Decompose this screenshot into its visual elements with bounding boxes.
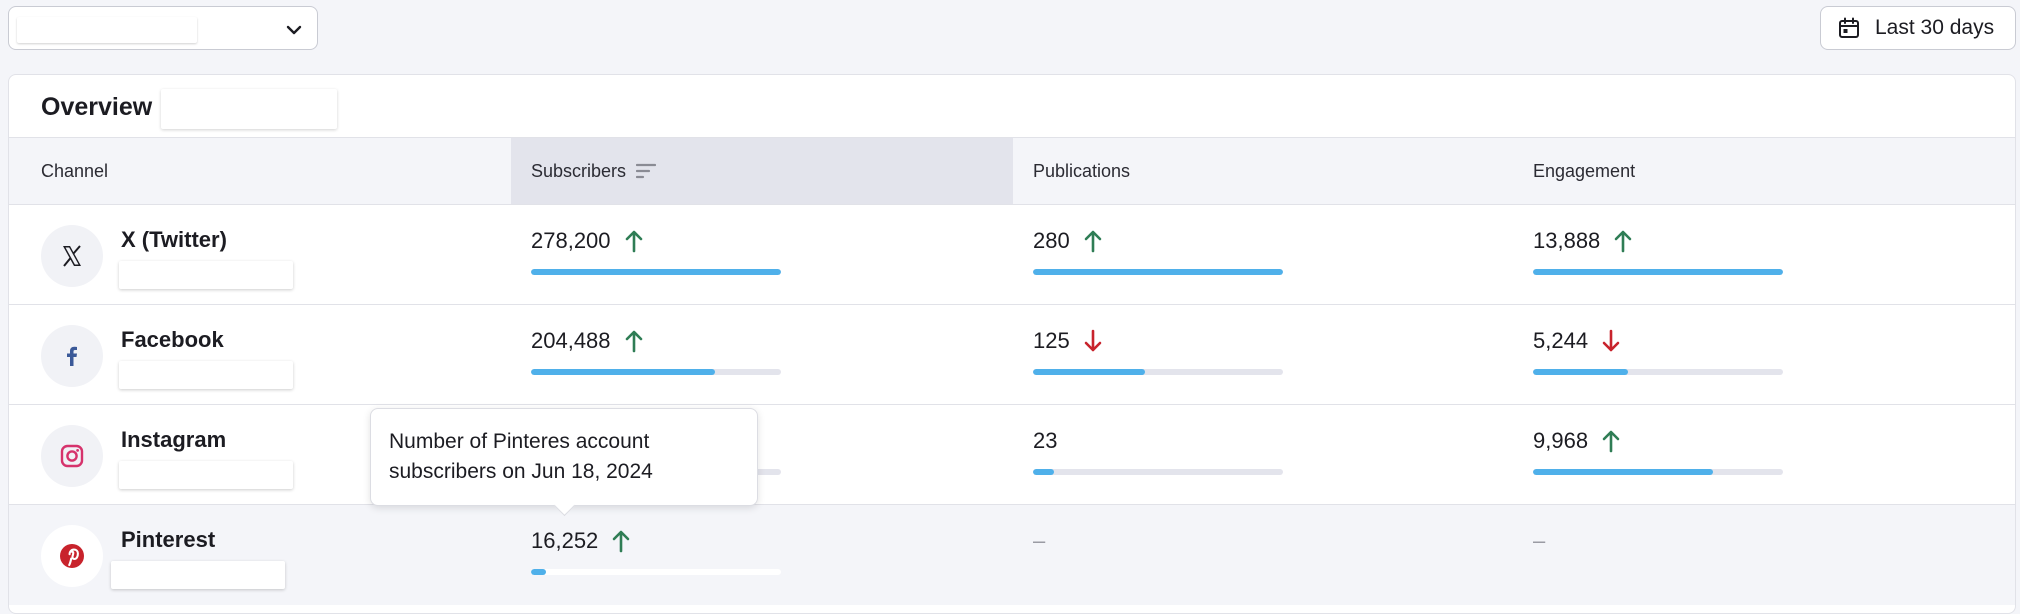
overview-title: Overview bbox=[41, 93, 153, 121]
publications-bar bbox=[1033, 269, 1283, 275]
x-twitter-icon bbox=[63, 245, 81, 267]
table-row[interactable]: Instagram 23 9,968 bbox=[9, 405, 2015, 505]
subscribers-cell: 204,488 bbox=[531, 327, 791, 387]
channel-account-placeholder bbox=[119, 461, 293, 489]
subscribers-cell: 278,200 bbox=[531, 227, 791, 287]
sort-descending-icon bbox=[636, 163, 657, 179]
engagement-bar bbox=[1533, 269, 1783, 275]
column-header-publications[interactable]: Publications bbox=[1033, 160, 1131, 181]
table-row[interactable]: Facebook 204,488 125 5,244 bbox=[9, 305, 2015, 405]
channel-name: X (Twitter) bbox=[121, 227, 227, 252]
trend-up-icon bbox=[1084, 230, 1102, 253]
engagement-bar bbox=[1533, 369, 1783, 375]
subscribers-tooltip: Number of Pinteres account subscribers o… bbox=[370, 408, 758, 517]
subscribers-bar bbox=[531, 369, 781, 375]
pinterest-icon bbox=[60, 544, 84, 568]
instagram-icon bbox=[60, 444, 84, 468]
trend-up-icon bbox=[612, 530, 630, 553]
trend-down-icon bbox=[1084, 329, 1102, 352]
engagement-cell: 9,968 bbox=[1533, 427, 1793, 487]
top-bar: Last 30 days bbox=[0, 0, 2020, 60]
column-header-channel[interactable]: Channel bbox=[41, 160, 109, 181]
date-range-label: Last 30 days bbox=[1875, 16, 1995, 39]
date-range-button[interactable]: Last 30 days bbox=[1820, 6, 2016, 50]
project-selector[interactable] bbox=[8, 6, 318, 50]
engagement-bar bbox=[1533, 469, 1783, 475]
channel-avatar bbox=[41, 425, 103, 487]
engagement-cell: 5,244 bbox=[1533, 327, 1793, 387]
selector-value-redacted bbox=[17, 17, 197, 43]
trend-up-icon bbox=[1602, 430, 1620, 453]
tooltip-text: Number of Pinteres account subscribers o… bbox=[389, 430, 653, 483]
overview-card: Overview Channel Subscribers Publication… bbox=[8, 74, 2016, 614]
publications-cell: 23 bbox=[1033, 427, 1293, 487]
publications-cell: – bbox=[1033, 528, 1046, 553]
channel-account-placeholder bbox=[119, 361, 293, 389]
trend-up-icon bbox=[625, 330, 642, 353]
publications-cell: 280 bbox=[1033, 227, 1293, 287]
publications-bar bbox=[1033, 369, 1283, 375]
channel-name: Facebook bbox=[121, 327, 224, 352]
chevron-down-icon bbox=[286, 25, 302, 35]
channel-avatar bbox=[41, 325, 103, 387]
subscribers-bar bbox=[531, 269, 781, 275]
column-header-subscribers[interactable]: Subscribers bbox=[511, 138, 1013, 204]
trend-up-icon bbox=[1614, 230, 1632, 253]
trend-down-icon bbox=[1602, 329, 1620, 352]
trend-up-icon bbox=[625, 230, 642, 253]
calendar-icon bbox=[1839, 17, 1859, 38]
channel-name: Instagram bbox=[121, 427, 227, 452]
subscribers-cell: 16,252 bbox=[531, 527, 791, 587]
channel-account-placeholder bbox=[119, 261, 293, 289]
publications-bar bbox=[1033, 469, 1283, 475]
table-header: Channel Subscribers Publications Engagem… bbox=[9, 137, 2015, 205]
channel-account-placeholder bbox=[111, 561, 285, 589]
facebook-icon bbox=[67, 346, 77, 366]
publications-cell: 125 bbox=[1033, 327, 1293, 387]
table-row[interactable]: Pinterest 16,252 – – bbox=[9, 505, 2015, 605]
column-header-engagement[interactable]: Engagement bbox=[1533, 160, 1636, 181]
channel-avatar bbox=[41, 525, 103, 587]
channel-name: Pinterest bbox=[121, 527, 216, 552]
engagement-cell: – bbox=[1533, 528, 1546, 553]
engagement-cell: 13,888 bbox=[1533, 227, 1793, 287]
table-row[interactable]: X (Twitter) 278,200 280 13,888 bbox=[9, 205, 2015, 305]
title-placeholder bbox=[161, 89, 337, 129]
subscribers-bar bbox=[531, 569, 781, 575]
channel-avatar bbox=[41, 225, 103, 287]
